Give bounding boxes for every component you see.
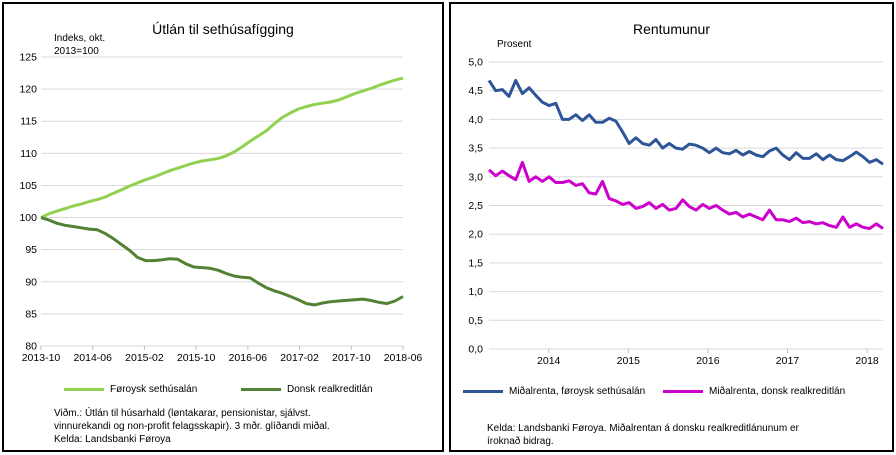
chart-note: Kelda: Landsbanki Føroya. Miðalrentan á …: [487, 422, 799, 448]
x-tick-label: 2017-02: [280, 352, 319, 364]
legend-item-foroysk: Miðalrenta, føroysk sethúsalán: [463, 386, 645, 397]
chart-note: Viðm.: Útlán til húsarhald (løntakarar, …: [54, 407, 330, 446]
x-tick-label: 2018-06: [384, 352, 423, 364]
line-chart-right: 0,0 0,5 1,0 1,5 2,0 2,5 3,0 3,5 4,0 4,5 5,0 2014 201…: [468, 57, 884, 367]
source-line: íroknað bidrag.: [487, 436, 554, 447]
y-axis-label: Indeks, okt. 2013=100: [54, 32, 105, 58]
y-tick-label: 3,5: [468, 143, 483, 155]
x-tick-label: 2015-10: [177, 352, 216, 364]
series-line-2: [40, 216, 404, 307]
legend-item-donsk: Donsk realkreditlán: [241, 384, 373, 395]
legend-swatch: [64, 388, 104, 391]
chart-title: Útlán til sethúsafígging: [152, 21, 294, 37]
legend-label: Miðalrenta, føroysk sethúsalán: [509, 386, 646, 397]
y-tick-label: 100: [19, 212, 37, 224]
x-tick-label: 2015-02: [125, 352, 164, 364]
x-tick-label: 2016-06: [229, 352, 268, 364]
y-tick-label: 4,5: [468, 85, 483, 97]
legend-swatch: [663, 390, 703, 393]
legend-item-donsk: Miðalrenta, donsk realkreditlán: [663, 386, 845, 397]
y-tick-label: 115: [20, 116, 37, 128]
y-tick-label: 3,0: [468, 171, 483, 183]
series-line-2: [488, 160, 884, 230]
y-tick-label: 0,0: [468, 344, 483, 356]
y-tick-label: 2,0: [468, 229, 483, 241]
left-chart-panel: Útlán til sethúsafígging Indeks, okt. 20…: [2, 2, 444, 452]
source-line: Kelda: Landsbanki Føroya: [54, 434, 171, 445]
x-tick-label: 2014-06: [73, 352, 112, 364]
y-axis-label: Prosent: [497, 39, 532, 50]
y-tick-label: 95: [25, 244, 37, 256]
series-line-1: [487, 78, 884, 166]
legend-item-foroysk: Føroysk sethúsalán: [64, 384, 197, 395]
y-axis-label-line2: 2013=100: [54, 46, 99, 57]
y-tick-label: 105: [19, 180, 37, 192]
y-tick-label: 90: [25, 276, 37, 288]
legend-label: Donsk realkreditlán: [287, 384, 373, 395]
y-tick-label: 120: [19, 84, 37, 96]
y-tick-label: 0,5: [468, 315, 483, 327]
note-line: vinnurekandi og non-profit felagsskapir)…: [54, 421, 330, 432]
source-line: Kelda: Landsbanki Føroya. Miðalrentan á …: [487, 423, 799, 434]
right-chart-panel: Rentumunur Prosent 0,0 0,5 1,0 1,5 2,0 2,5 3,0…: [449, 2, 894, 452]
y-axis-label-line1: Indeks, okt.: [54, 33, 106, 44]
x-tick-label: 2013-10: [22, 352, 61, 364]
legend-swatch: [463, 390, 503, 393]
y-tick-label: 1,5: [468, 257, 483, 269]
chart-title: Rentumunur: [632, 21, 711, 37]
y-tick-label: 1,0: [468, 286, 483, 298]
y-tick-label: 85: [25, 308, 37, 320]
x-tick-label: 2016: [696, 355, 720, 367]
x-tick-label: 2017-10: [332, 352, 371, 364]
y-tick-label: 110: [20, 148, 37, 160]
legend-label: Føroysk sethúsalán: [110, 384, 198, 395]
y-tick-label: 5,0: [468, 57, 483, 69]
x-tick-label: 2018: [855, 355, 879, 367]
y-tick-label: 2,5: [468, 200, 483, 212]
legend-swatch: [241, 388, 281, 391]
x-tick-label: 2017: [776, 355, 800, 367]
x-tick-label: 2015: [617, 355, 641, 367]
y-tick-label: 125: [19, 52, 37, 64]
legend-label: Miðalrenta, donsk realkreditlán: [709, 386, 846, 397]
line-chart-left: 80 85 90 95 100 105 110 115 120 125 2013-10 2014-06…: [19, 52, 423, 365]
note-line: Viðm.: Útlán til húsarhald (løntakarar, …: [54, 408, 311, 419]
y-tick-label: 80: [25, 341, 37, 353]
series-line-1: [40, 76, 404, 219]
x-tick-label: 2014: [537, 355, 561, 367]
y-tick-label: 4,0: [468, 114, 483, 126]
